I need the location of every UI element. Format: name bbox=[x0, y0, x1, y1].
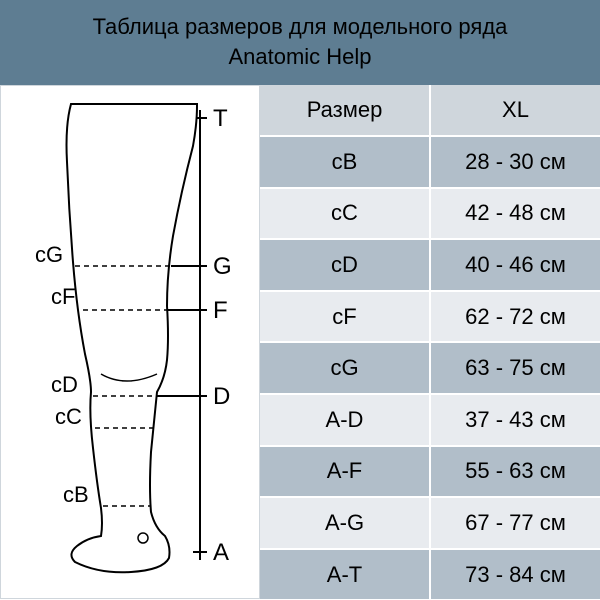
table-cell: 42 - 48 см bbox=[431, 189, 600, 239]
table-cell: cF bbox=[260, 292, 429, 342]
table-row: A-T73 - 84 см bbox=[260, 550, 600, 600]
table-cell: A-D bbox=[260, 395, 429, 445]
table-cell: 73 - 84 см bbox=[431, 550, 600, 600]
table-row: cG63 - 75 см bbox=[260, 343, 600, 393]
table-header-cell: XL bbox=[431, 85, 600, 135]
svg-text:cB: cB bbox=[63, 482, 89, 507]
svg-text:cG: cG bbox=[35, 242, 63, 267]
svg-text:D: D bbox=[213, 383, 230, 410]
svg-text:A: A bbox=[213, 539, 229, 566]
table-row: cD40 - 46 см bbox=[260, 240, 600, 290]
svg-text:cF: cF bbox=[51, 284, 75, 309]
table-cell: cG bbox=[260, 343, 429, 393]
table-cell: 63 - 75 см bbox=[431, 343, 600, 393]
header: Таблица размеров для модельного ряда Ana… bbox=[0, 0, 600, 85]
svg-text:cD: cD bbox=[51, 372, 78, 397]
table-header-cell: Размер bbox=[260, 85, 429, 135]
table-cell: A-F bbox=[260, 447, 429, 497]
table-cell: 40 - 46 см bbox=[431, 240, 600, 290]
table-cell: 67 - 77 см bbox=[431, 498, 600, 548]
svg-text:T: T bbox=[213, 105, 228, 132]
table-cell: cB bbox=[260, 137, 429, 187]
table-cell: 37 - 43 см bbox=[431, 395, 600, 445]
table-row: A-F55 - 63 см bbox=[260, 447, 600, 497]
table-row: A-D37 - 43 см bbox=[260, 395, 600, 445]
size-table: РазмерXLcB28 - 30 смcC42 - 48 смcD40 - 4… bbox=[260, 85, 600, 599]
svg-text:G: G bbox=[213, 253, 232, 280]
table-row: A-G67 - 77 см bbox=[260, 498, 600, 548]
table-cell: cD bbox=[260, 240, 429, 290]
svg-text:F: F bbox=[213, 297, 228, 324]
table-cell: 28 - 30 см bbox=[431, 137, 600, 187]
leg-diagram: T GF D AcG cF cD cC cB bbox=[0, 85, 260, 599]
header-line1: Таблица размеров для модельного ряда bbox=[10, 12, 590, 42]
table-cell: 55 - 63 см bbox=[431, 447, 600, 497]
table-row: cC42 - 48 см bbox=[260, 189, 600, 239]
table-row: cF62 - 72 см bbox=[260, 292, 600, 342]
table-cell: cC bbox=[260, 189, 429, 239]
header-line2: Anatomic Help bbox=[10, 42, 590, 72]
table-row: cB28 - 30 см bbox=[260, 137, 600, 187]
table-cell: 62 - 72 см bbox=[431, 292, 600, 342]
table-cell: A-G bbox=[260, 498, 429, 548]
table-cell: A-T bbox=[260, 550, 429, 600]
svg-text:cC: cC bbox=[55, 404, 82, 429]
content: TGFDAcGcFcDcCcB РазмерXLcB28 - 30 смcC42… bbox=[0, 85, 600, 599]
